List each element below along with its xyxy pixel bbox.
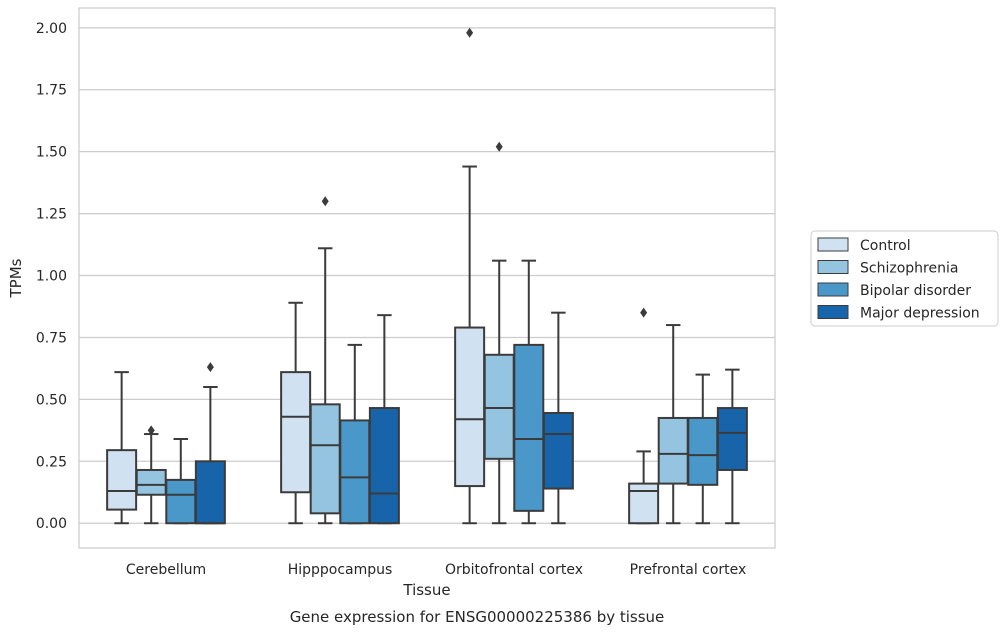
y-tick-label: 1.75 (36, 83, 67, 99)
box-plot (194, 362, 226, 525)
legend-label: Control (860, 238, 911, 254)
box-plot (280, 301, 312, 525)
box-plot (657, 324, 689, 525)
legend-swatch (817, 260, 849, 274)
box-plot (309, 196, 341, 525)
y-tick-label: 1.00 (36, 269, 67, 285)
iqr-box (368, 407, 400, 525)
box-plot (513, 259, 545, 525)
iqr-box (716, 407, 748, 471)
y-tick-label: 0.25 (36, 454, 67, 470)
iqr-box (135, 468, 167, 496)
iqr-box (657, 416, 689, 485)
outlier-point (321, 196, 329, 207)
y-tick-label: 0.50 (36, 392, 67, 408)
box-plot (135, 425, 167, 525)
box-plot (542, 311, 574, 525)
box-plot (716, 368, 748, 525)
outlier-point (466, 27, 474, 38)
x-tick-label: Hipppocampus (288, 562, 393, 578)
box-plot (628, 307, 660, 525)
iqr-box (106, 449, 138, 511)
box-plot (165, 438, 197, 525)
iqr-box (454, 326, 486, 488)
y-tick-label: 1.25 (36, 207, 67, 223)
iqr-box (542, 412, 574, 490)
legend-label: Major depression (860, 306, 980, 322)
y-axis-label: TPMs (7, 258, 25, 298)
x-axis-label: Tissue (402, 581, 450, 599)
legend: Control Schizophrenia Bipolar disorder Majo… (810, 230, 999, 327)
x-tick-label: Cerebellum (126, 562, 206, 578)
plot-frame (78, 7, 776, 549)
y-tick-label: 0.00 (36, 516, 67, 532)
legend-swatch (817, 305, 849, 319)
x-tick-label: Orbitofrontal cortex (445, 562, 583, 578)
iqr-box (194, 460, 226, 525)
x-tick-label: Prefrontal cortex (630, 562, 747, 578)
iqr-box (339, 419, 371, 525)
legend-swatch (817, 237, 849, 252)
iqr-box (309, 403, 341, 515)
legend-swatch (817, 282, 849, 297)
iqr-box (513, 343, 545, 512)
box-plot (483, 141, 515, 525)
outlier-point (206, 362, 214, 373)
legend-label: Bipolar disorder (860, 283, 971, 299)
box-groups (106, 27, 748, 525)
box-plot (368, 314, 400, 525)
iqr-box (687, 416, 719, 486)
x-tick-labels: Cerebellum Hipppocampus Orbitofrontal cort… (126, 562, 746, 578)
outlier-point (495, 141, 503, 152)
iqr-box (628, 482, 660, 525)
legend-frame (810, 230, 999, 327)
iqr-box (483, 353, 515, 460)
y-tick-label: 2.00 (36, 21, 67, 37)
outlier-point (147, 425, 155, 436)
y-tick-labels: 0.00 0.25 0.50 0.75 1.00 1.25 1.50 1.75 2.00 (36, 21, 67, 532)
y-tick-label: 1.50 (36, 145, 67, 161)
outlier-point (640, 307, 648, 318)
box-plot (339, 343, 371, 525)
box-plot (687, 373, 719, 525)
box-plot (106, 371, 138, 525)
iqr-box (280, 371, 312, 494)
chart-caption: Gene expression for ENSG00000225386 by t… (290, 608, 665, 626)
iqr-box (165, 478, 197, 525)
legend-label: Schizophrenia (860, 261, 958, 277)
y-tick-label: 0.75 (36, 330, 67, 346)
